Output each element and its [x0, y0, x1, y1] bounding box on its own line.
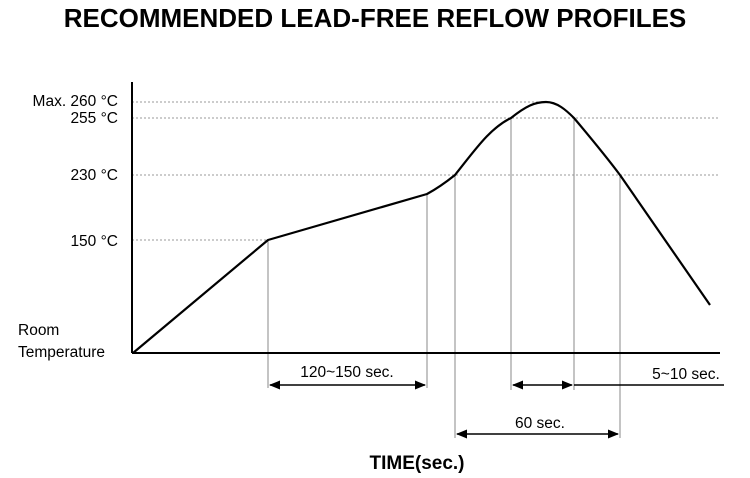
annotation-above-230-time: 60 sec. — [515, 415, 565, 432]
y-label-room-line2: Temperature — [18, 344, 105, 361]
y-label-255: 255 °C — [70, 110, 118, 127]
y-label-150: 150 °C — [70, 233, 118, 250]
y-label-max-260: Max. 260 °C — [33, 93, 118, 110]
annotation-peak-time: 5~10 sec. — [652, 366, 720, 383]
y-label-230: 230 °C — [70, 167, 118, 184]
reflow-profile-curve — [132, 100, 711, 354]
x-axis-label: TIME(sec.) — [369, 453, 464, 474]
annotation-soak-time: 120~150 sec. — [300, 364, 394, 381]
chart-title: RECOMMENDED LEAD-FREE REFLOW PROFILES — [64, 3, 687, 33]
y-label-room-line1: Room — [18, 322, 59, 339]
